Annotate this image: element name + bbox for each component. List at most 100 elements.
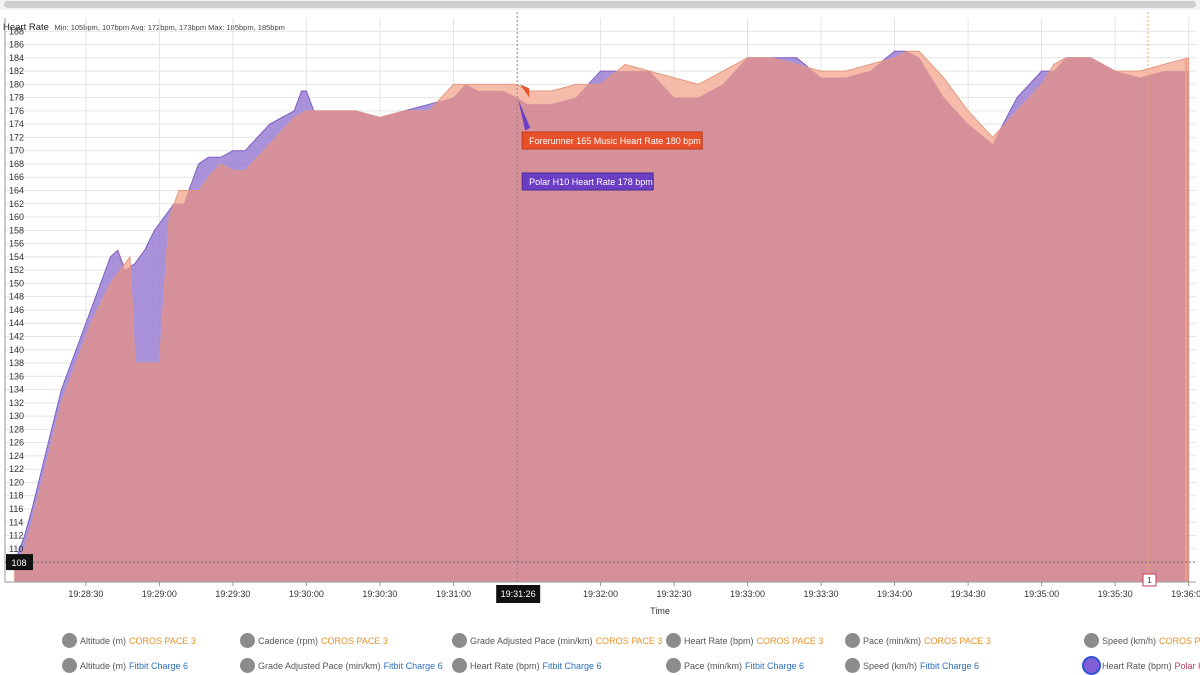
legend-item-heart-rate-bpm-fitbit-charge-6[interactable]: Heart Rate (bpm) Fitbit Charge 6 xyxy=(452,658,602,673)
x-tick-label: 19:35:30 xyxy=(1098,589,1133,599)
legend-device-label: Fitbit Charge 6 xyxy=(920,660,980,671)
y-tick-label: 128 xyxy=(9,424,24,434)
x-tick-label: 19:29:30 xyxy=(215,589,250,599)
y-tick-label: 172 xyxy=(9,132,24,142)
legend-item-pace-min-km-coros-pace-3[interactable]: Pace (min/km) COROS PACE 3 xyxy=(845,633,991,648)
y-tick-label: 186 xyxy=(9,40,24,50)
x-tick-label: 19:28:30 xyxy=(68,589,103,599)
legend-item-altitude-m-coros-pace-3[interactable]: Altitude (m) COROS PACE 3 xyxy=(62,633,196,648)
legend-item-cadence-rpm-coros-pace-3[interactable]: Cadence (rpm) COROS PACE 3 xyxy=(240,633,388,648)
legend-item-heart-rate-bpm-polar-h10[interactable]: Heart Rate (bpm)Polar H10 xyxy=(1084,658,1200,673)
tooltip-pointer-forerunner xyxy=(520,84,530,98)
y-tick-label: 162 xyxy=(9,199,24,209)
y-tick-label: 152 xyxy=(9,265,24,275)
legend-toggle-dot[interactable] xyxy=(62,633,77,648)
y-tick-label: 174 xyxy=(9,119,24,129)
legend-item-pace-min-km-fitbit-charge-6[interactable]: Pace (min/km) Fitbit Charge 6 xyxy=(666,658,804,673)
legend-device-label: Fitbit Charge 6 xyxy=(383,660,443,671)
series-areas xyxy=(14,50,1190,583)
legend-item-speed-km-h-coros-pace-3[interactable]: Speed (km/h)COROS PACE 3 xyxy=(1084,633,1200,648)
x-tick-label: 19:33:30 xyxy=(804,589,839,599)
y-tick-label: 114 xyxy=(9,517,23,527)
x-tick-label: 19:34:30 xyxy=(951,589,986,599)
y-tick-label: 166 xyxy=(9,172,24,182)
tooltip-polar-bg xyxy=(521,172,654,191)
y-tick-label: 180 xyxy=(9,79,24,89)
tooltip-forerunner-text: Forerunner 165 Music Heart Rate 180 bpm xyxy=(529,136,701,146)
legend-toggle-dot[interactable] xyxy=(240,658,255,673)
y-tick-label: 170 xyxy=(9,146,24,156)
legend-metric-label: Pace (min/km) xyxy=(863,635,922,646)
legend-metric-label: Heart Rate (bpm) xyxy=(470,660,540,671)
y-tick-label: 156 xyxy=(9,239,24,249)
legend-item-altitude-m-fitbit-charge-6[interactable]: Altitude (m) Fitbit Charge 6 xyxy=(62,658,188,673)
y-tick-label: 138 xyxy=(9,358,24,368)
y-tick-label: 168 xyxy=(9,159,24,169)
marker-label: 1 xyxy=(1147,576,1152,585)
y-tick-label: 142 xyxy=(9,331,24,341)
x-tick-label: 19:30:30 xyxy=(362,589,397,599)
y-tick-label: 146 xyxy=(9,305,24,315)
x-tick-label: 19:36:00 xyxy=(1171,589,1200,599)
legend-toggle-dot[interactable] xyxy=(452,658,467,673)
y-tick-label: 124 xyxy=(9,451,24,461)
y-value-label-bg xyxy=(6,554,33,571)
y-tick-label: 116 xyxy=(9,504,23,514)
series-area-overlap xyxy=(14,51,1189,582)
legend-item-grade-adjusted-pace-min-km-coros-pace-3[interactable]: Grade Adjusted Pace (min/km) COROS PACE 3 xyxy=(452,633,662,648)
tooltip-polar-text: Polar H10 Heart Rate 178 bpm xyxy=(529,177,653,187)
legend-item-heart-rate-bpm-coros-pace-3[interactable]: Heart Rate (bpm) COROS PACE 3 xyxy=(666,633,823,648)
y-tick-label: 184 xyxy=(9,53,24,63)
horizontal-scrollbar[interactable] xyxy=(0,0,1200,10)
legend-device-label: COROS PACE 3 xyxy=(924,635,991,646)
y-tick-label: 160 xyxy=(9,212,24,222)
legend-metric-label: Pace (min/km) xyxy=(684,660,743,671)
legend-toggle-dot[interactable] xyxy=(1084,633,1099,648)
legend-device-label: Fitbit Charge 6 xyxy=(129,660,189,671)
legend-item-speed-km-h-fitbit-charge-6[interactable]: Speed (km/h) Fitbit Charge 6 xyxy=(845,658,979,673)
y-tick-label: 118 xyxy=(9,491,23,501)
legend-device-label: Fitbit Charge 6 xyxy=(745,660,805,671)
axes: 110 112 114 116 118 120 122 124 126 128 130 132 134 1… xyxy=(4,18,1200,616)
legend-device-label: COROS PACE 3 xyxy=(595,635,663,646)
tooltip-forerunner-bg xyxy=(521,131,703,150)
legend-device-label: Fitbit Charge 6 xyxy=(542,660,602,671)
legend-toggle-dot[interactable] xyxy=(666,633,681,648)
y-value-label: 108 xyxy=(11,558,26,568)
legend-device-label: COROS PACE 3 xyxy=(756,635,824,646)
y-tick-label: 120 xyxy=(9,477,24,487)
x-axis-title: Time xyxy=(650,606,670,616)
cursor-time-label-bg xyxy=(496,585,541,603)
legend-toggle-dot[interactable] xyxy=(62,658,77,673)
heart-rate-chart[interactable]: 1101121141161181201221241261281301321341… xyxy=(0,0,1200,628)
legend-toggle-dot[interactable] xyxy=(452,633,467,648)
y-tick-label: 130 xyxy=(9,411,24,421)
x-tick-label: 19:31:00 xyxy=(436,589,471,599)
scrollbar-thumb[interactable] xyxy=(4,1,1196,8)
tooltip-pointer-polar xyxy=(518,99,531,131)
legend-toggle-dot[interactable] xyxy=(240,633,255,648)
y-tick-label: 112 xyxy=(9,531,23,541)
cursor-time-label: 19:31:26 xyxy=(501,589,536,599)
legend-item-grade-adjusted-pace-min-km-fitbit-charge-6[interactable]: Grade Adjusted Pace (min/km) Fitbit Charg… xyxy=(240,658,443,673)
y-tick-label: 126 xyxy=(9,438,24,448)
y-tick-label: 144 xyxy=(9,318,24,328)
y-tick-label: 132 xyxy=(9,398,24,408)
y-tick-label: 178 xyxy=(9,93,24,103)
x-tick-label: 19:30:00 xyxy=(289,589,324,599)
legend-metric-label: Heart Rate (bpm) xyxy=(1102,660,1172,671)
y-tick-label: 164 xyxy=(9,186,24,196)
legend-metric-label: Altitude (m) xyxy=(80,635,127,646)
y-tick-label: 176 xyxy=(9,106,24,116)
y-tick-label: 150 xyxy=(9,278,24,288)
x-tick-label: 19:35:00 xyxy=(1024,589,1059,599)
y-tick-label: 140 xyxy=(9,345,24,355)
y-tick-label: 188 xyxy=(9,26,24,36)
legend-toggle-dot[interactable] xyxy=(666,658,681,673)
legend-toggle-dot[interactable] xyxy=(1084,658,1099,673)
legend-toggle-dot[interactable] xyxy=(845,658,860,673)
y-tick-label: 110 xyxy=(9,544,23,554)
legend-metric-label: Heart Rate (bpm) xyxy=(684,635,754,646)
legend-device-label: COROS PACE 3 xyxy=(129,635,196,646)
legend-toggle-dot[interactable] xyxy=(845,633,860,648)
